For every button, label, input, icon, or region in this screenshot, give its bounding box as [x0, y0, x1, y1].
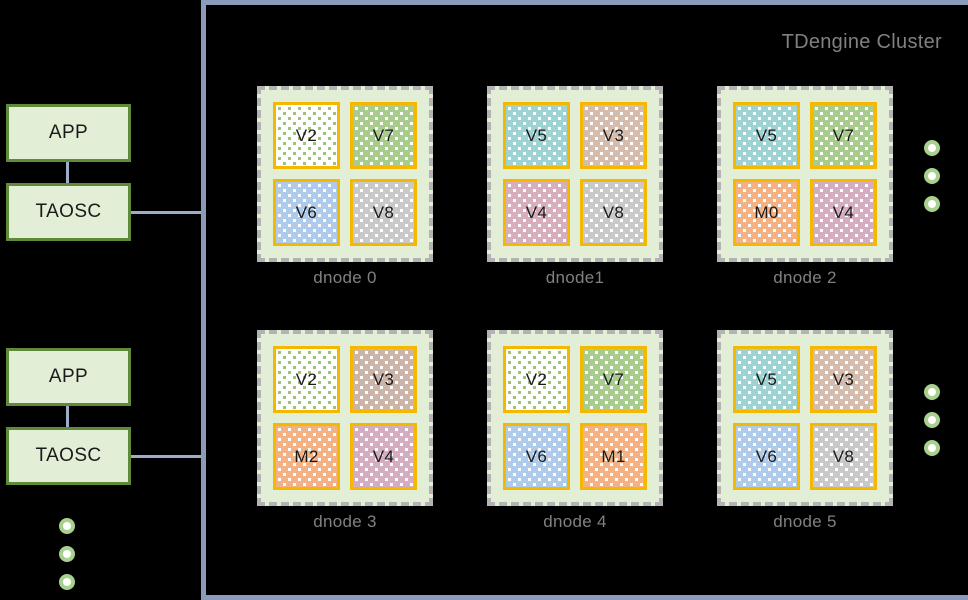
dnode-3-box[interactable]: V2 V3 M2 V4: [257, 330, 433, 506]
cluster-ellipsis-dots-row-1: [924, 140, 940, 212]
vnode-cell[interactable]: V5: [733, 102, 800, 169]
cluster-ellipsis-dots-row-2: [924, 384, 940, 456]
taosc-box-1[interactable]: TAOSC: [6, 183, 131, 241]
dnode-2-label: dnode 2: [773, 268, 837, 287]
vnode-label: V4: [832, 202, 855, 222]
dnode-0-box[interactable]: V2 V7 V6 V8: [257, 86, 433, 262]
dnode-5-box[interactable]: V5 V3 V6 V8: [717, 330, 893, 506]
vnode-cell[interactable]: V4: [503, 179, 570, 246]
vnode-cell[interactable]: V3: [810, 346, 877, 413]
app-box-2[interactable]: APP: [6, 348, 131, 406]
dnode-4-box[interactable]: V2 V7 V6 M1: [487, 330, 663, 506]
vnode-label: V2: [295, 369, 318, 389]
dnode-1-label: dnode1: [545, 268, 605, 287]
vnode-label: V7: [832, 125, 855, 145]
ellipsis-dot-icon: [59, 574, 75, 590]
vnode-label: V2: [295, 125, 318, 145]
vnode-label: V4: [525, 202, 548, 222]
ellipsis-dot-icon: [924, 412, 940, 428]
ellipsis-dot-icon: [924, 440, 940, 456]
cluster-frame: TDengine Cluster: [201, 0, 968, 600]
vnode-cell[interactable]: M1: [580, 423, 647, 490]
app-to-taosc-connector-2: [66, 406, 69, 427]
vnode-cell[interactable]: V4: [350, 423, 417, 490]
dnode-5-label: dnode 5: [773, 512, 837, 531]
vnode-label: V5: [755, 125, 778, 145]
vnode-cell[interactable]: V3: [580, 102, 647, 169]
cluster-title: TDengine Cluster: [781, 31, 942, 53]
vnode-label: M0: [754, 202, 779, 222]
vnode-label: V7: [602, 369, 625, 389]
dnode-1-box[interactable]: V5 V3 V4 V8: [487, 86, 663, 262]
vnode-label: V3: [372, 369, 395, 389]
vnode-cell[interactable]: V7: [580, 346, 647, 413]
ellipsis-dot-icon: [59, 546, 75, 562]
taosc-to-cluster-connector-2: [131, 455, 204, 458]
taosc-to-cluster-connector-1: [131, 211, 204, 214]
vnode-cell[interactable]: V4: [810, 179, 877, 246]
ellipsis-dot-icon: [59, 518, 75, 534]
taosc-box-2[interactable]: TAOSC: [6, 427, 131, 485]
dnode-0-label: dnode 0: [313, 268, 377, 287]
ellipsis-dot-icon: [924, 384, 940, 400]
app-box-1[interactable]: APP: [6, 104, 131, 162]
vnode-cell[interactable]: M0: [733, 179, 800, 246]
vnode-cell[interactable]: M2: [273, 423, 340, 490]
vnode-label: M1: [601, 446, 626, 466]
taosc-box-1-label: TAOSC: [35, 201, 102, 222]
client-ellipsis-dots: [59, 518, 75, 590]
vnode-label: V5: [755, 369, 778, 389]
vnode-label: V8: [602, 202, 625, 222]
app-box-1-label: APP: [48, 122, 89, 143]
vnode-label: V7: [372, 125, 395, 145]
vnode-label: V6: [525, 446, 548, 466]
ellipsis-dot-icon: [924, 140, 940, 156]
vnode-cell[interactable]: V7: [350, 102, 417, 169]
dnode-2-box[interactable]: V5 V7 M0 V4: [717, 86, 893, 262]
taosc-box-2-label: TAOSC: [35, 445, 102, 466]
dnode-3-label: dnode 3: [313, 512, 377, 531]
vnode-cell[interactable]: V6: [273, 179, 340, 246]
vnode-label: V3: [602, 125, 625, 145]
vnode-cell[interactable]: V5: [733, 346, 800, 413]
vnode-cell[interactable]: V8: [350, 179, 417, 246]
vnode-cell[interactable]: V8: [810, 423, 877, 490]
vnode-label: V8: [832, 446, 855, 466]
vnode-cell[interactable]: V3: [350, 346, 417, 413]
app-to-taosc-connector-1: [66, 162, 69, 183]
vnode-cell[interactable]: V7: [810, 102, 877, 169]
vnode-label: V8: [372, 202, 395, 222]
vnode-label: M2: [294, 446, 319, 466]
vnode-label: V2: [525, 369, 548, 389]
vnode-label: V6: [755, 446, 778, 466]
app-box-2-label: APP: [48, 366, 89, 387]
vnode-cell[interactable]: V2: [273, 102, 340, 169]
ellipsis-dot-icon: [924, 196, 940, 212]
vnode-label: V5: [525, 125, 548, 145]
vnode-cell[interactable]: V8: [580, 179, 647, 246]
vnode-label: V6: [295, 202, 318, 222]
vnode-label: V4: [372, 446, 395, 466]
vnode-cell[interactable]: V2: [273, 346, 340, 413]
vnode-cell[interactable]: V6: [733, 423, 800, 490]
vnode-cell[interactable]: V6: [503, 423, 570, 490]
ellipsis-dot-icon: [924, 168, 940, 184]
vnode-cell[interactable]: V5: [503, 102, 570, 169]
vnode-cell[interactable]: V2: [503, 346, 570, 413]
vnode-label: V3: [832, 369, 855, 389]
dnode-4-label: dnode 4: [543, 512, 607, 531]
